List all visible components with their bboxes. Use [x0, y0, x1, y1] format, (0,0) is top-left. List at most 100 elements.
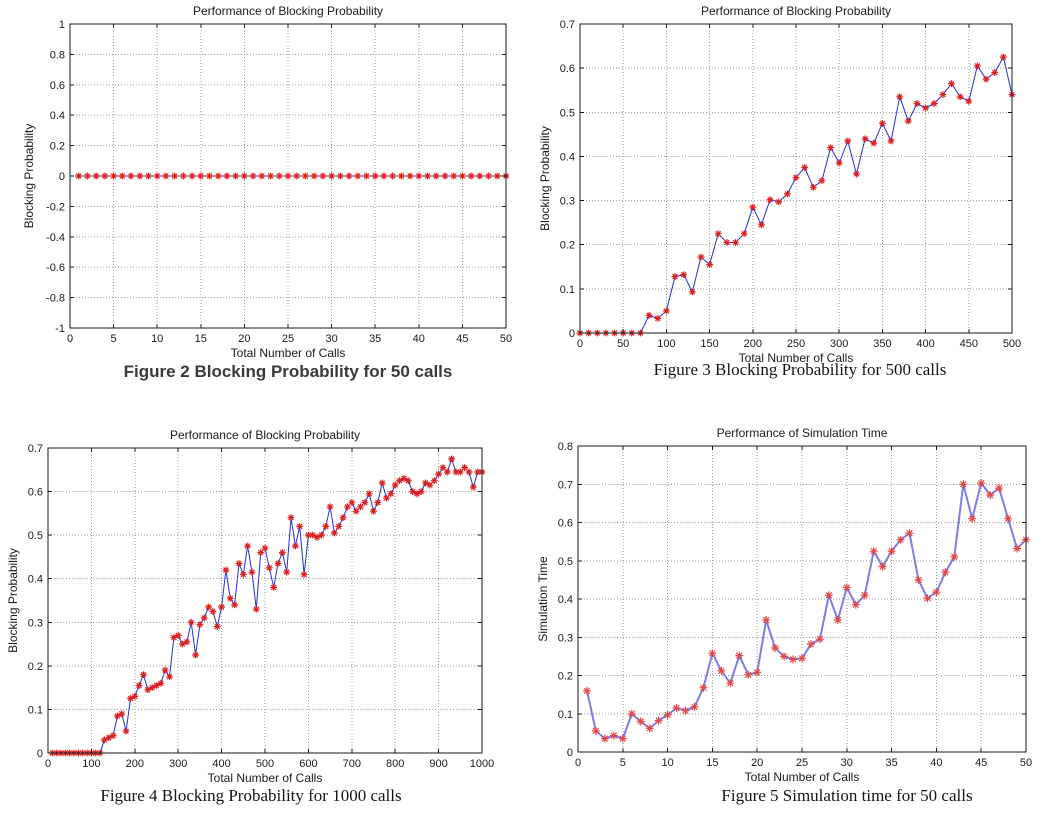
svg-text:0.6: 0.6 — [560, 63, 575, 75]
svg-text:Performance of Blocking Probab: Performance of Blocking Probability — [170, 428, 360, 442]
figure-4-plot: 0 100 200 300 400 500 600 700 800 900 1000 0 0.1 0.2 0… — [6, 428, 494, 785]
svg-text:0.4: 0.4 — [558, 594, 573, 606]
svg-text:800: 800 — [386, 758, 404, 770]
svg-text:50: 50 — [1020, 757, 1032, 769]
svg-text:-0.8: -0.8 — [46, 293, 65, 305]
svg-text:15: 15 — [195, 333, 207, 345]
svg-text:-1: -1 — [55, 323, 65, 335]
svg-text:-0.4: -0.4 — [46, 232, 65, 244]
svg-text:0.6: 0.6 — [558, 518, 573, 530]
svg-text:40: 40 — [413, 333, 425, 345]
svg-text:45: 45 — [975, 757, 987, 769]
svg-text:100: 100 — [657, 338, 675, 350]
svg-text:0.1: 0.1 — [558, 709, 573, 721]
svg-text:30: 30 — [841, 757, 853, 769]
svg-text:45: 45 — [456, 333, 468, 345]
svg-text:25: 25 — [282, 333, 294, 345]
svg-text:400: 400 — [212, 758, 230, 770]
svg-text:0.6: 0.6 — [28, 487, 43, 499]
svg-text:-0.6: -0.6 — [46, 262, 65, 274]
svg-text:0: 0 — [567, 747, 573, 759]
svg-text:Total Number of Calls: Total Number of Calls — [208, 771, 323, 785]
svg-text:0.3: 0.3 — [28, 617, 43, 629]
svg-text:Simulation Time: Simulation Time — [536, 556, 550, 642]
svg-text:0.2: 0.2 — [28, 661, 43, 673]
figure-2: 0 5 10 15 20 25 30 35 40 45 50 -1 -0.8 -0.6 -0.4 -0.2 0 0… — [0, 0, 520, 418]
svg-text:35: 35 — [369, 333, 381, 345]
svg-text:400: 400 — [916, 338, 934, 350]
svg-text:350: 350 — [873, 338, 891, 350]
svg-text:0.3: 0.3 — [558, 632, 573, 644]
svg-text:5: 5 — [620, 757, 626, 769]
svg-text:0: 0 — [569, 328, 575, 340]
svg-text:0.7: 0.7 — [558, 479, 573, 491]
svg-text:Blocking Probability: Blocking Probability — [6, 548, 20, 653]
svg-text:20: 20 — [238, 333, 250, 345]
figure-2-caption: Figure 2 Blocking Probability for 50 cal… — [123, 362, 453, 381]
figure-5-caption: Figure 5 Simulation time for 50 calls — [721, 786, 973, 805]
svg-text:1: 1 — [59, 19, 65, 31]
svg-text:600: 600 — [299, 758, 317, 770]
svg-text:0.7: 0.7 — [560, 19, 575, 31]
svg-text:700: 700 — [343, 758, 361, 770]
svg-text:15: 15 — [706, 757, 718, 769]
svg-text:0: 0 — [37, 748, 43, 760]
svg-text:0.3: 0.3 — [560, 196, 575, 208]
svg-text:100: 100 — [82, 758, 100, 770]
svg-text:Blocking Probability: Blocking Probability — [538, 126, 552, 231]
svg-text:300: 300 — [169, 758, 187, 770]
svg-text:Performance of Simulation Time: Performance of Simulation Time — [717, 426, 888, 440]
svg-text:0.2: 0.2 — [50, 141, 65, 153]
figure-5: 0 5 10 15 20 25 30 35 40 45 50 0 0.1 0.2 0.3 0.4 0.5 0.6 0… — [519, 420, 1039, 814]
svg-text:0.5: 0.5 — [28, 530, 43, 542]
figure-3: 0 50 100 150 200 250 300 350 400 450 500 0 0.1 0.2 0.3… — [519, 0, 1039, 418]
figure-5-plot: 0 5 10 15 20 25 30 35 40 45 50 0 0.1 0.2 0.3 0.4 0.5 0.6 0… — [536, 426, 1032, 784]
svg-text:Total Number of Calls: Total Number of Calls — [231, 346, 346, 360]
svg-text:Performance of Blocking Probab: Performance of Blocking Probability — [193, 4, 383, 18]
svg-text:250: 250 — [787, 338, 805, 350]
svg-text:0.4: 0.4 — [50, 110, 65, 122]
svg-text:500: 500 — [256, 758, 274, 770]
svg-text:Performance of Blocking Probab: Performance of Blocking Probability — [701, 4, 891, 18]
svg-text:0.7: 0.7 — [28, 443, 43, 455]
svg-text:0.5: 0.5 — [560, 107, 575, 119]
figure-3-plot: 0 50 100 150 200 250 300 350 400 450 500 0 0.1 0.2 0.3… — [538, 4, 1021, 365]
svg-text:0.8: 0.8 — [50, 49, 65, 61]
svg-text:300: 300 — [830, 338, 848, 350]
svg-text:50: 50 — [500, 333, 512, 345]
svg-text:0: 0 — [577, 338, 583, 350]
svg-text:0: 0 — [67, 333, 73, 345]
svg-text:10: 10 — [151, 333, 163, 345]
svg-text:0.4: 0.4 — [560, 151, 575, 163]
svg-text:450: 450 — [960, 338, 978, 350]
svg-text:0.2: 0.2 — [560, 240, 575, 252]
svg-text:0.5: 0.5 — [558, 556, 573, 568]
svg-text:200: 200 — [744, 338, 762, 350]
svg-text:50: 50 — [617, 338, 629, 350]
svg-text:0.1: 0.1 — [28, 704, 43, 716]
svg-text:0.8: 0.8 — [558, 441, 573, 453]
svg-text:150: 150 — [700, 338, 718, 350]
svg-text:-0.2: -0.2 — [46, 201, 65, 213]
svg-text:40: 40 — [930, 757, 942, 769]
svg-text:5: 5 — [111, 333, 117, 345]
svg-text:1000: 1000 — [470, 758, 494, 770]
svg-text:200: 200 — [126, 758, 144, 770]
svg-text:10: 10 — [661, 757, 673, 769]
svg-text:0.6: 0.6 — [50, 80, 65, 92]
svg-text:0: 0 — [45, 758, 51, 770]
svg-text:0.2: 0.2 — [558, 671, 573, 683]
svg-text:Total Number of Calls: Total Number of Calls — [745, 770, 860, 784]
svg-text:Blocking Probability: Blocking Probability — [22, 124, 36, 229]
figure-4: 0 100 200 300 400 500 600 700 800 900 1000 0 0.1 0.2 0… — [0, 420, 520, 814]
svg-text:0.4: 0.4 — [28, 574, 43, 586]
svg-text:0: 0 — [59, 171, 65, 183]
svg-text:900: 900 — [429, 758, 447, 770]
figure-2-plot: 0 5 10 15 20 25 30 35 40 45 50 -1 -0.8 -0.6 -0.4 -0.2 0 0… — [22, 4, 512, 360]
svg-text:Total Number of Calls: Total Number of Calls — [739, 351, 854, 365]
svg-text:30: 30 — [325, 333, 337, 345]
svg-text:20: 20 — [751, 757, 763, 769]
svg-text:0: 0 — [575, 757, 581, 769]
figure-4-caption: Figure 4 Blocking Probability for 1000 c… — [100, 786, 402, 805]
